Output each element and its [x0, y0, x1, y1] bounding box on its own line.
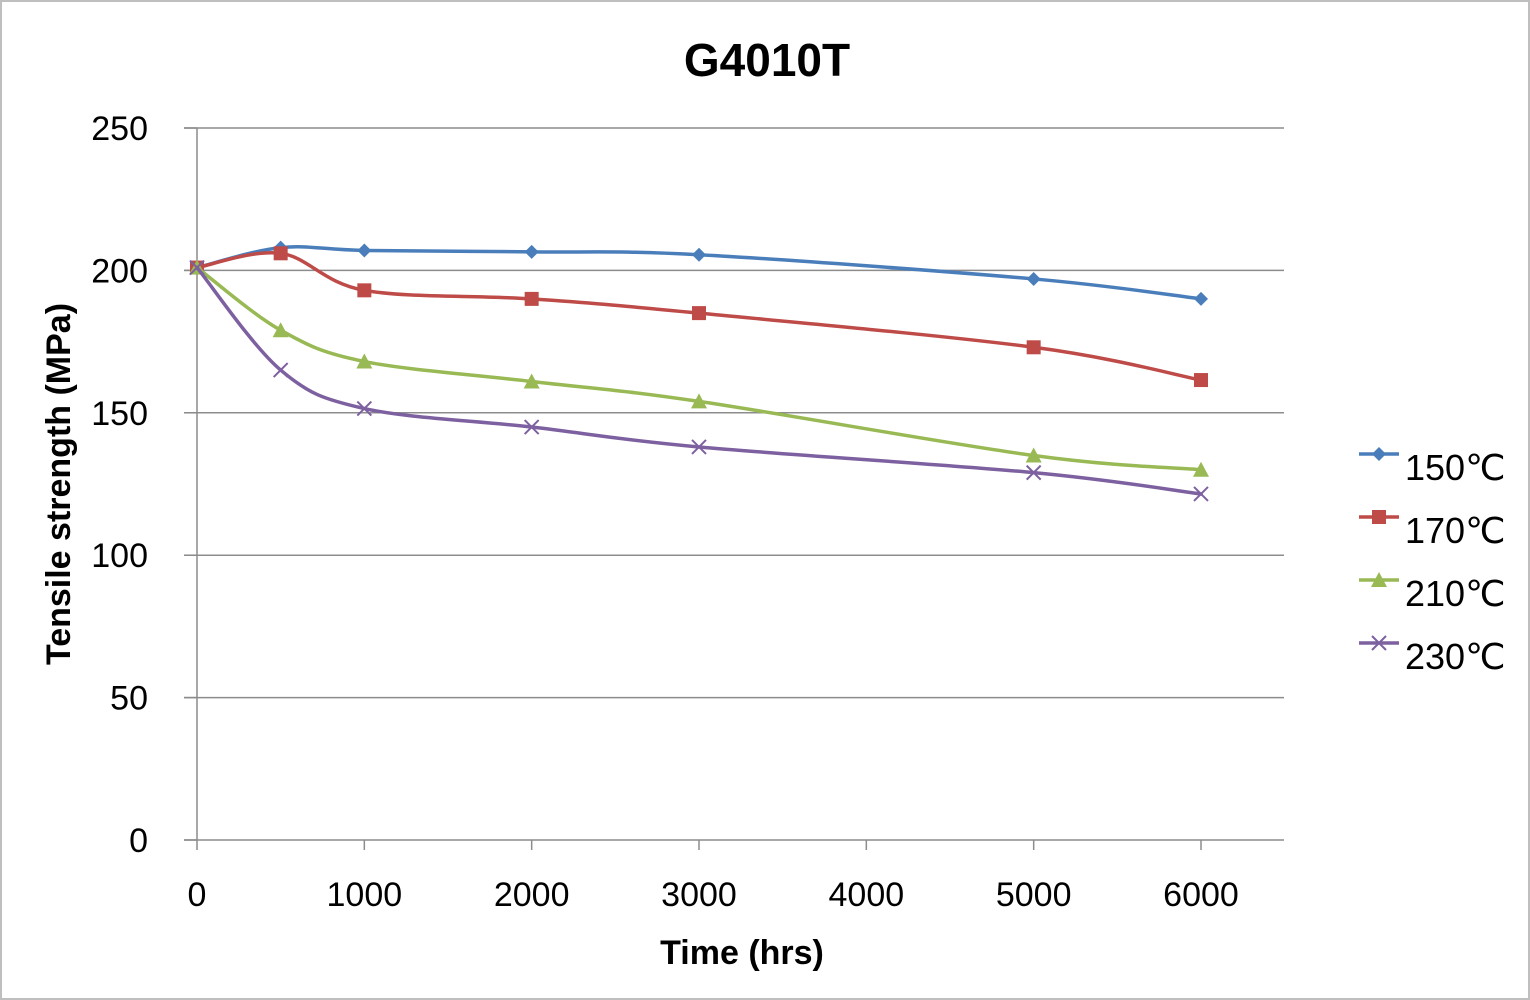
gridlines	[184, 127, 1284, 699]
data-point	[272, 362, 289, 378]
y-tick-label: 250	[91, 110, 148, 148]
y-axis-label: Tensile strength (MPa)	[40, 303, 78, 665]
data-point	[523, 419, 540, 435]
series-lines	[189, 240, 1209, 502]
series-4	[189, 259, 1209, 502]
data-point	[524, 291, 539, 306]
x-tick-label: 0	[188, 876, 207, 914]
legend-label: 210℃	[1405, 573, 1506, 614]
data-point	[692, 306, 706, 321]
legend-marker	[1371, 635, 1387, 651]
series-line	[195, 265, 1203, 472]
legend-label: 230℃	[1405, 636, 1506, 677]
series-1	[190, 240, 1208, 306]
x-tick-label: 5000	[996, 876, 1072, 914]
legend: 150℃ 170℃ 210℃ 230℃	[1359, 447, 1506, 677]
data-point	[1025, 447, 1042, 463]
series-line	[195, 265, 1203, 496]
x-tick-labels: 0 1000 2000 3000 4000 5000 6000	[188, 876, 1239, 914]
data-point	[692, 247, 706, 262]
series-2	[190, 246, 1208, 388]
y-tick-label: 200	[91, 252, 148, 290]
y-tick-label: 0	[129, 822, 148, 860]
data-point	[357, 283, 372, 298]
data-point	[356, 353, 373, 369]
series-3	[189, 259, 1209, 477]
legend-item: 230℃	[1359, 635, 1506, 677]
data-point	[1025, 464, 1042, 481]
legend-item: 210℃	[1359, 572, 1506, 614]
legend-label: 150℃	[1405, 447, 1506, 488]
x-tick-label: 4000	[829, 876, 905, 914]
legend-marker	[1372, 510, 1386, 524]
data-point	[1194, 291, 1208, 306]
legend-item: 170℃	[1359, 510, 1506, 551]
legend-item: 150℃	[1359, 447, 1506, 488]
x-axis-label: Time (hrs)	[660, 934, 824, 972]
y-tick-label: 50	[110, 680, 148, 718]
data-point	[691, 393, 707, 409]
legend-label: 170℃	[1405, 510, 1506, 551]
legend-marker	[1371, 572, 1387, 587]
data-point	[524, 244, 539, 259]
data-point	[1193, 461, 1209, 477]
data-point	[357, 243, 372, 258]
data-point	[356, 400, 373, 417]
data-point	[273, 246, 288, 261]
data-point	[523, 373, 540, 389]
x-tick-label: 2000	[494, 876, 570, 914]
legend-marker	[1372, 447, 1386, 461]
y-tick-label: 100	[91, 537, 148, 575]
y-tick-label: 150	[91, 395, 148, 433]
axes	[184, 127, 1284, 850]
data-point	[272, 322, 289, 338]
data-point	[189, 259, 205, 276]
data-point	[691, 439, 707, 455]
chart-title: G4010T	[684, 34, 850, 86]
data-point	[1026, 340, 1041, 355]
x-tick-label: 1000	[327, 876, 403, 914]
data-point	[1193, 486, 1209, 502]
x-tick-label: 6000	[1163, 876, 1239, 914]
x-tick-label: 3000	[661, 876, 737, 914]
data-point	[1194, 373, 1208, 388]
y-tick-labels: 0 50 100 150 200 250	[91, 110, 148, 860]
data-point	[1026, 271, 1041, 286]
